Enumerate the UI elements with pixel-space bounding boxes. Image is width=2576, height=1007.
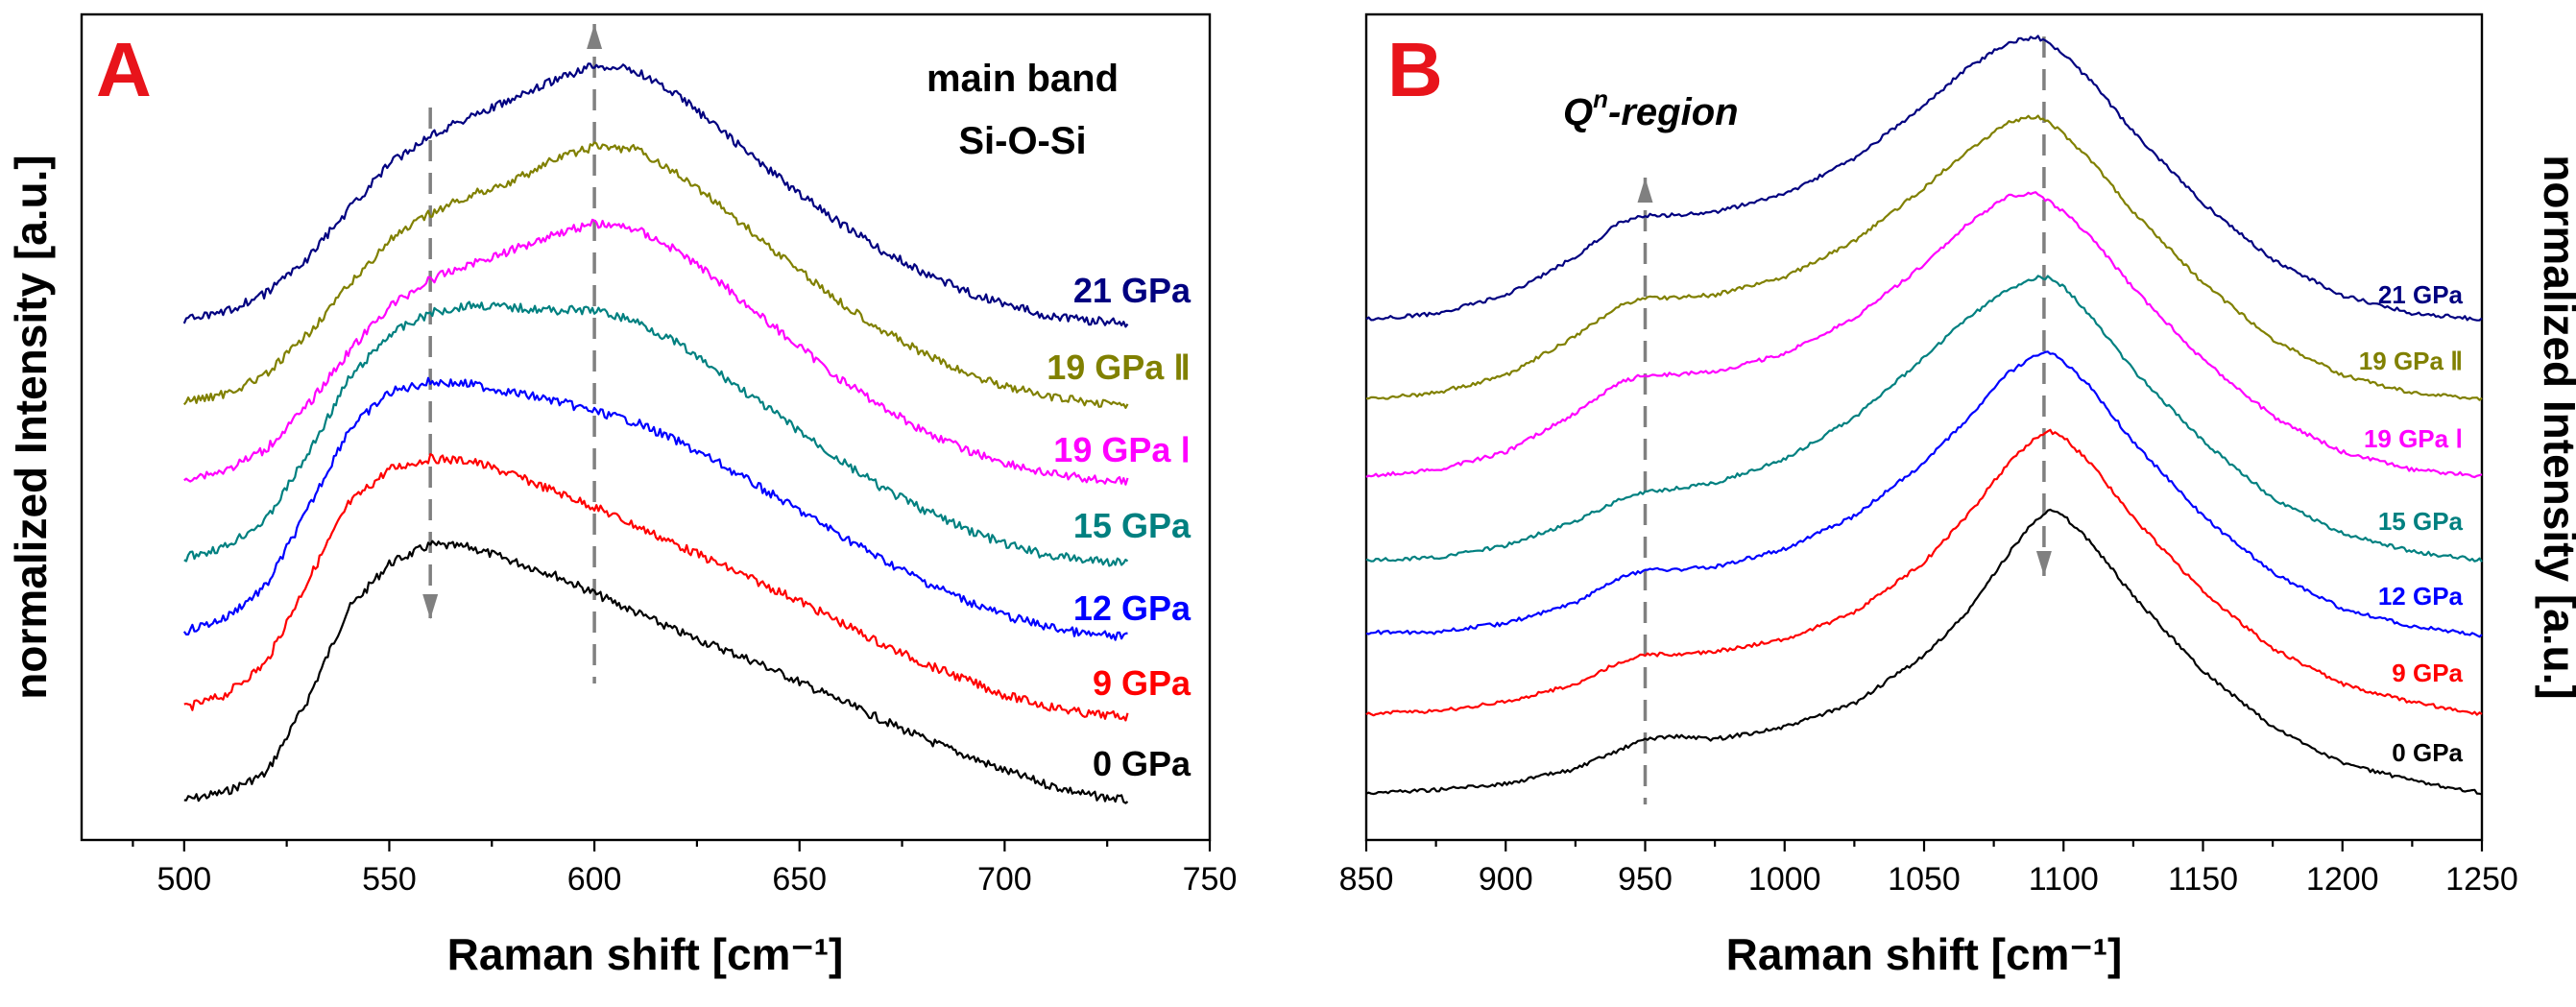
panel-a: A main band Si-O-Si Raman shift [cm⁻¹] n… xyxy=(6,12,1237,979)
panel-a-guides xyxy=(422,24,603,683)
series-line-15-gpa xyxy=(1365,275,2483,563)
panel-b-curves xyxy=(1365,35,2483,796)
series-line-9-gpa xyxy=(183,453,1129,722)
panel-a-annotation-line1: main band xyxy=(927,58,1119,100)
panel-b-x-axis-title: Raman shift [cm⁻¹] xyxy=(1726,929,2123,979)
series-line-19-gpa-ⅰ xyxy=(1365,191,2483,479)
panel-a-curves xyxy=(182,62,1129,804)
series-label-21-gpa: 21 GPa xyxy=(1073,271,1192,310)
x-tick-label-1150: 1150 xyxy=(2168,861,2238,898)
panel-b-guides xyxy=(1637,36,2052,804)
panel-b-frame xyxy=(1364,12,2484,842)
x-tick-label-500: 500 xyxy=(156,861,211,898)
panel-b: B Qn-region Raman shift [cm⁻¹] normalize… xyxy=(1339,12,2576,979)
panel-a-letter: A xyxy=(96,27,152,112)
series-line-12-gpa xyxy=(182,376,1128,641)
panel-a-y-axis-title: normalized Intensity [a.u.] xyxy=(6,155,56,699)
panel-a-frame xyxy=(80,12,1212,842)
series-line-9-gpa xyxy=(1365,428,2483,717)
panel-b-letter: B xyxy=(1387,27,1443,112)
x-tick-label-1000: 1000 xyxy=(1748,861,1821,898)
x-tick-label-1100: 1100 xyxy=(2029,861,2099,898)
series-label-9-gpa: 9 GPa xyxy=(1093,663,1192,703)
panel-b-annotation-rest: -region xyxy=(1608,91,1739,133)
series-label-15-gpa: 15 GPa xyxy=(1073,506,1192,545)
panel-b-annotation-q: Q xyxy=(1563,91,1593,133)
panel-b-annotation-superscript: n xyxy=(1593,84,1608,113)
x-tick-label-550: 550 xyxy=(362,861,417,898)
arrow-head-up xyxy=(587,24,603,49)
x-tick-label-1250: 1250 xyxy=(2445,861,2518,898)
series-line-0-gpa xyxy=(1365,508,2483,796)
series-label-19-gpa-ⅰ: 19 GPa Ⅰ xyxy=(1053,430,1191,469)
x-tick-label-650: 650 xyxy=(772,861,827,898)
panel-a-legend-labels: 0 GPa 9 GPa 12 GPa 15 GPa 19 GPa Ⅰ 19 GPa Ⅱ 21… xyxy=(1047,271,1192,783)
x-tick-label-900: 900 xyxy=(1479,861,1533,898)
series-line-19-gpa-ⅰ xyxy=(183,218,1129,486)
series-label-0-gpa: 0 GPa xyxy=(1093,744,1192,783)
panel-b-annotation: Qn-region xyxy=(1563,84,1739,133)
panel-a-annotation-line2: Si-O-Si xyxy=(958,120,1086,162)
series-label-12-gpa: 12 GPa xyxy=(2378,582,2464,611)
series-line-19-gpa-ⅱ xyxy=(1366,114,2483,401)
series-line-19-gpa-ⅱ xyxy=(182,141,1129,409)
series-label-9-gpa: 9 GPa xyxy=(2392,659,2463,687)
series-label-19-gpa-ⅱ: 19 GPa Ⅱ xyxy=(1047,348,1191,387)
panel-a-ticks: 500 550 600 650 700 750 xyxy=(132,840,1237,898)
x-tick-label-750: 750 xyxy=(1183,861,1238,898)
x-tick-label-600: 600 xyxy=(567,861,622,898)
series-label-15-gpa: 15 GPa xyxy=(2378,507,2464,536)
x-tick-label-950: 950 xyxy=(1618,861,1673,898)
series-label-0-gpa: 0 GPa xyxy=(2392,738,2463,767)
arrow-head-down xyxy=(422,594,439,619)
series-line-21-gpa xyxy=(1365,35,2483,322)
series-line-12-gpa xyxy=(1365,350,2483,638)
series-label-19-gpa-ⅱ: 19 GPa Ⅱ xyxy=(2359,347,2463,375)
x-tick-label-700: 700 xyxy=(977,861,1032,898)
panel-b-legend-labels: 0 GPa 9 GPa 12 GPa 15 GPa 19 GPa Ⅰ 19 GPa Ⅱ 21… xyxy=(2359,280,2464,767)
arrow-head-down xyxy=(2035,551,2052,576)
panel-b-ticks: 850 900 950 1000 1050 1100 1150 1200 1250 xyxy=(1339,840,2518,898)
x-tick-label-850: 850 xyxy=(1339,861,1394,898)
panel-a-x-axis-title: Raman shift [cm⁻¹] xyxy=(447,929,844,979)
series-label-21-gpa: 21 GPa xyxy=(2378,280,2464,309)
x-tick-label-1200: 1200 xyxy=(2306,861,2379,898)
series-line-0-gpa xyxy=(183,539,1129,804)
x-tick-label-1050: 1050 xyxy=(1888,861,1961,898)
series-label-19-gpa-ⅰ: 19 GPa Ⅰ xyxy=(2364,424,2463,453)
arrow-head-up xyxy=(1637,178,1653,203)
series-line-21-gpa xyxy=(182,62,1129,328)
series-label-12-gpa: 12 GPa xyxy=(1073,588,1192,628)
panel-b-y-axis-title: normalized Intensity [a.u.] xyxy=(2535,155,2576,699)
series-line-15-gpa xyxy=(183,300,1129,567)
